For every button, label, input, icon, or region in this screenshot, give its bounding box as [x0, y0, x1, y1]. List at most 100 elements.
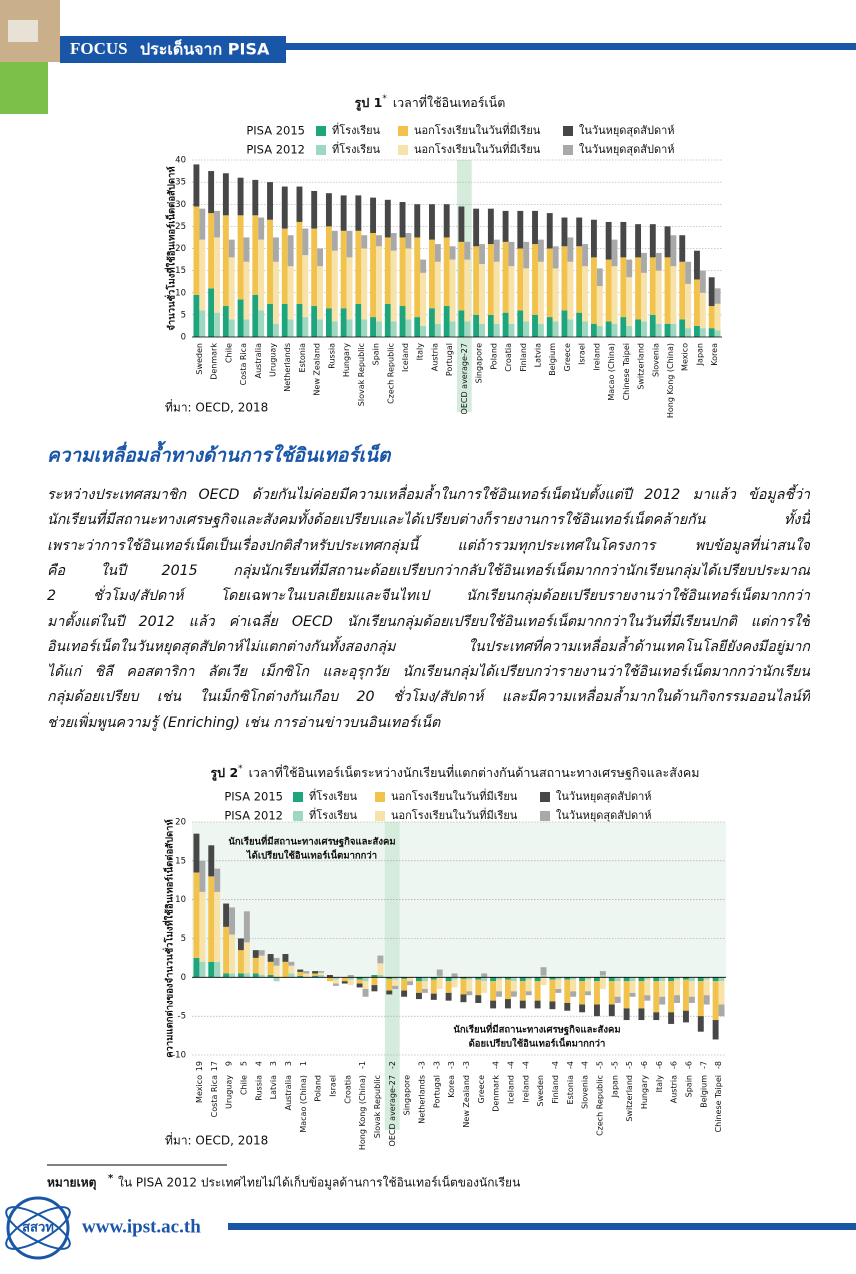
x-tick-label: Estonia — [566, 1075, 575, 1105]
bar-segment — [466, 979, 473, 992]
bar-segment — [510, 991, 517, 997]
header-photo-detail — [8, 20, 38, 42]
bar-segment — [620, 257, 627, 318]
bar-segment — [384, 237, 391, 304]
bar-segment — [392, 979, 399, 986]
legend-swatch — [540, 811, 550, 821]
bar-segment — [714, 303, 721, 331]
bar-segment — [302, 255, 309, 318]
bar-segment — [708, 277, 715, 307]
bar-segment — [523, 268, 530, 322]
bar-segment — [317, 248, 324, 267]
bar-segment — [502, 210, 509, 242]
bar-segment — [688, 981, 695, 997]
bar-segment — [490, 1000, 497, 1009]
bar-segment — [414, 204, 421, 238]
bar-segment — [208, 876, 215, 962]
difference-label: -7 — [699, 1061, 708, 1069]
legend-swatch — [398, 126, 408, 136]
legend-label: ที่โรงเรียน — [332, 141, 381, 156]
difference-label: 1 — [299, 1061, 308, 1066]
bar-segment — [540, 977, 547, 986]
bar-segment — [655, 270, 662, 324]
x-tick-label: Hungary — [640, 1075, 649, 1109]
x-tick-label: Sweden — [536, 1075, 545, 1107]
x-tick-label: Netherlands — [417, 1075, 426, 1124]
bar-segment — [434, 323, 441, 337]
bar-segment — [523, 321, 530, 337]
bar-segment — [332, 977, 339, 980]
bar-segment — [229, 934, 236, 974]
x-tick-label: Slovenia — [651, 343, 660, 377]
bar-segment — [552, 268, 559, 322]
bar-segment — [252, 950, 259, 958]
bar-segment — [685, 261, 692, 284]
bar-segment — [697, 977, 704, 982]
legend-group: PISA 2012 — [246, 143, 305, 157]
bar-segment — [525, 979, 532, 992]
difference-label: -3 — [432, 1061, 441, 1069]
bar-segment — [614, 977, 621, 982]
difference-label: 5 — [239, 1061, 248, 1066]
bar-segment — [653, 981, 660, 1013]
y-tick-label: 0 — [181, 333, 186, 343]
bar-segment — [361, 248, 368, 320]
bar-segment — [371, 975, 378, 978]
bar-segment — [626, 277, 633, 326]
bar-segment — [519, 977, 526, 982]
bar-segment — [585, 977, 592, 980]
bar-segment — [332, 983, 339, 986]
bar-segment — [297, 969, 304, 972]
bar-segment — [585, 979, 592, 992]
bar-segment — [593, 977, 600, 982]
bar-segment — [228, 319, 235, 337]
bar-segment — [655, 323, 662, 337]
bar-segment — [697, 1016, 704, 1032]
bar-segment — [534, 977, 541, 982]
note-label: หมายเหตุ — [47, 1176, 97, 1191]
bar-segment — [504, 979, 511, 1000]
bar-segment — [549, 1001, 556, 1010]
bar-segment — [436, 975, 443, 978]
x-tick-label: Israel — [328, 1075, 337, 1097]
bar-segment — [659, 996, 666, 1005]
bar-segment — [626, 325, 633, 337]
bar-segment — [384, 199, 391, 238]
bar-segment — [371, 985, 378, 992]
x-tick-label: Portugal — [432, 1075, 441, 1108]
x-tick-label: Australia — [284, 1075, 293, 1110]
bar-segment — [590, 219, 597, 258]
bar-segment — [415, 977, 422, 982]
bar-segment — [508, 323, 515, 337]
bar-segment — [340, 195, 347, 231]
bar-segment — [567, 237, 574, 262]
y-tick-label: 35 — [175, 178, 186, 188]
bar-segment — [582, 244, 589, 267]
bar-segment — [626, 259, 633, 278]
legend-label: นอกโรงเรียนในวันที่มีเรียน — [391, 788, 518, 803]
bar-segment — [517, 210, 524, 249]
bar-segment — [694, 325, 700, 337]
legend-label: ในวันหยุดสุดสัปดาห์ — [579, 143, 675, 156]
bar-segment — [679, 319, 686, 337]
bar-segment — [340, 230, 347, 309]
x-tick-label: Austria — [670, 1075, 679, 1103]
bar-segment — [355, 195, 362, 231]
bar-segment — [317, 266, 324, 320]
bar-segment — [421, 988, 428, 993]
bar-segment — [272, 323, 279, 337]
x-tick-label: Chile — [224, 343, 233, 363]
bar-segment — [392, 977, 399, 980]
bar-segment — [567, 319, 574, 337]
bar-segment — [635, 224, 642, 258]
y-tick-label: 15 — [175, 266, 186, 276]
difference-label: -1 — [358, 1061, 367, 1069]
bar-segment — [282, 961, 289, 978]
bar-segment — [414, 237, 421, 318]
x-tick-label: Sweden — [195, 343, 204, 375]
bar-segment — [449, 246, 456, 260]
legend-swatch — [398, 145, 408, 155]
difference-label: -4 — [506, 1061, 515, 1069]
bar-segment — [697, 981, 704, 1017]
